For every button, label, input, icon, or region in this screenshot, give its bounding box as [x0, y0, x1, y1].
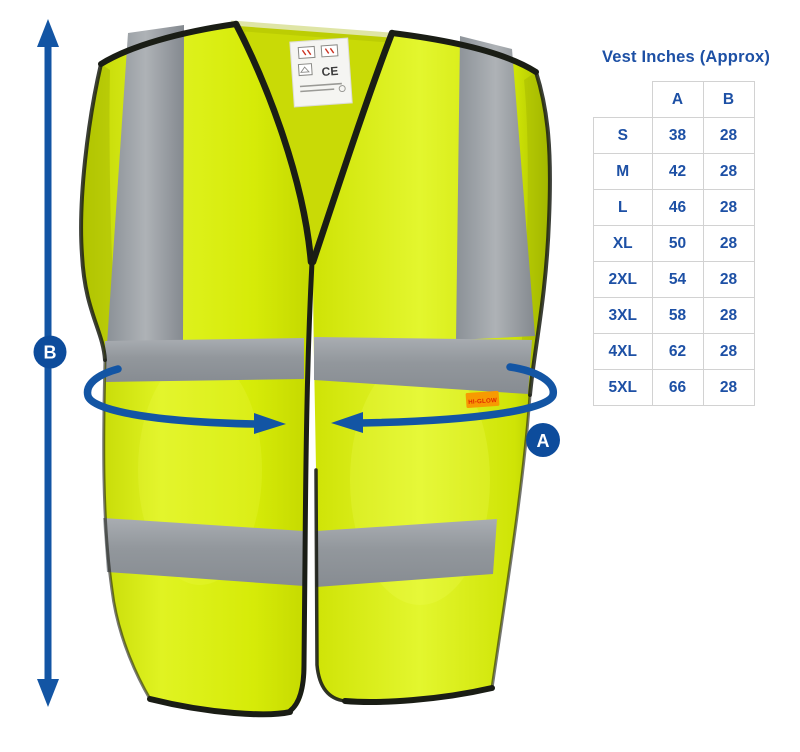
- value-a: 42: [651, 153, 704, 190]
- size-label: 2XL: [593, 261, 653, 298]
- size-table: A B S 38 28 M 42 28 L 46 28 XL 50 28: [593, 81, 755, 406]
- value-a: 38: [651, 117, 704, 154]
- value-b: 28: [702, 225, 755, 262]
- brand-label: HI-GLOW: [465, 390, 500, 408]
- value-a: 46: [651, 189, 704, 226]
- size-label: S: [593, 117, 653, 154]
- arrow-right-icon: [254, 413, 286, 434]
- value-a: 66: [651, 369, 704, 406]
- care-label: CE: [289, 37, 353, 108]
- arrow-down-icon: [37, 679, 59, 707]
- reflective-chest-stripe: [105, 337, 532, 394]
- label-a-text: A: [537, 431, 550, 451]
- value-b: 28: [702, 189, 755, 226]
- label-a-circle: [526, 423, 560, 457]
- brand-label-text: HI-GLOW: [468, 397, 497, 406]
- vest-binding: [79, 20, 552, 718]
- value-b: 28: [702, 297, 755, 334]
- value-b: 28: [702, 333, 755, 370]
- height-measure-arrow: B: [33, 19, 67, 707]
- table-row: M 42 28: [593, 153, 755, 190]
- ce-mark: CE: [321, 64, 339, 79]
- size-table-header-row: A B: [594, 81, 755, 118]
- table-row: S 38 28: [593, 117, 755, 154]
- arrow-up-icon: [37, 19, 59, 47]
- chest-measure-arrow: A: [83, 363, 560, 457]
- hi-vis-vest-illustration: CE: [33, 19, 560, 718]
- value-a: 58: [651, 297, 704, 334]
- value-a: 50: [651, 225, 704, 262]
- reflective-shoulder-tapes: [107, 25, 535, 344]
- blank-cell: [594, 82, 653, 118]
- arrow-left-icon: [331, 412, 363, 433]
- value-b: 28: [702, 153, 755, 190]
- size-label: 4XL: [593, 333, 653, 370]
- value-b: 28: [702, 117, 755, 154]
- size-label: XL: [593, 225, 653, 262]
- value-a: 62: [651, 333, 704, 370]
- size-chart-title: Vest Inches (Approx): [601, 48, 771, 66]
- label-b-text: B: [44, 343, 57, 363]
- value-b: 28: [702, 261, 755, 298]
- table-row: 5XL 66 28: [593, 369, 755, 406]
- col-header-b: B: [702, 81, 755, 118]
- value-b: 28: [702, 369, 755, 406]
- value-a: 54: [651, 261, 704, 298]
- size-label: L: [593, 189, 653, 226]
- table-row: 2XL 54 28: [593, 261, 755, 298]
- size-label: 3XL: [593, 297, 653, 334]
- col-header-a: A: [651, 81, 704, 118]
- table-row: L 46 28: [593, 189, 755, 226]
- reflective-waist-stripe: [103, 518, 497, 587]
- table-row: 3XL 58 28: [593, 297, 755, 334]
- size-label: M: [593, 153, 653, 190]
- size-chart-panel: Vest Inches (Approx) A B S 38 28 M 42 28…: [593, 48, 779, 406]
- size-label: 5XL: [593, 369, 653, 406]
- table-row: 4XL 62 28: [593, 333, 755, 370]
- label-b-circle: [33, 335, 67, 369]
- table-row: XL 50 28: [593, 225, 755, 262]
